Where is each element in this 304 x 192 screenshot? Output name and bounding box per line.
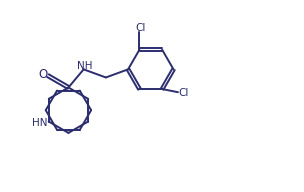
Text: Cl: Cl [135,23,146,33]
Text: NH: NH [78,61,93,71]
Text: Cl: Cl [178,89,189,98]
Text: HN: HN [32,118,48,128]
Text: O: O [39,68,48,81]
